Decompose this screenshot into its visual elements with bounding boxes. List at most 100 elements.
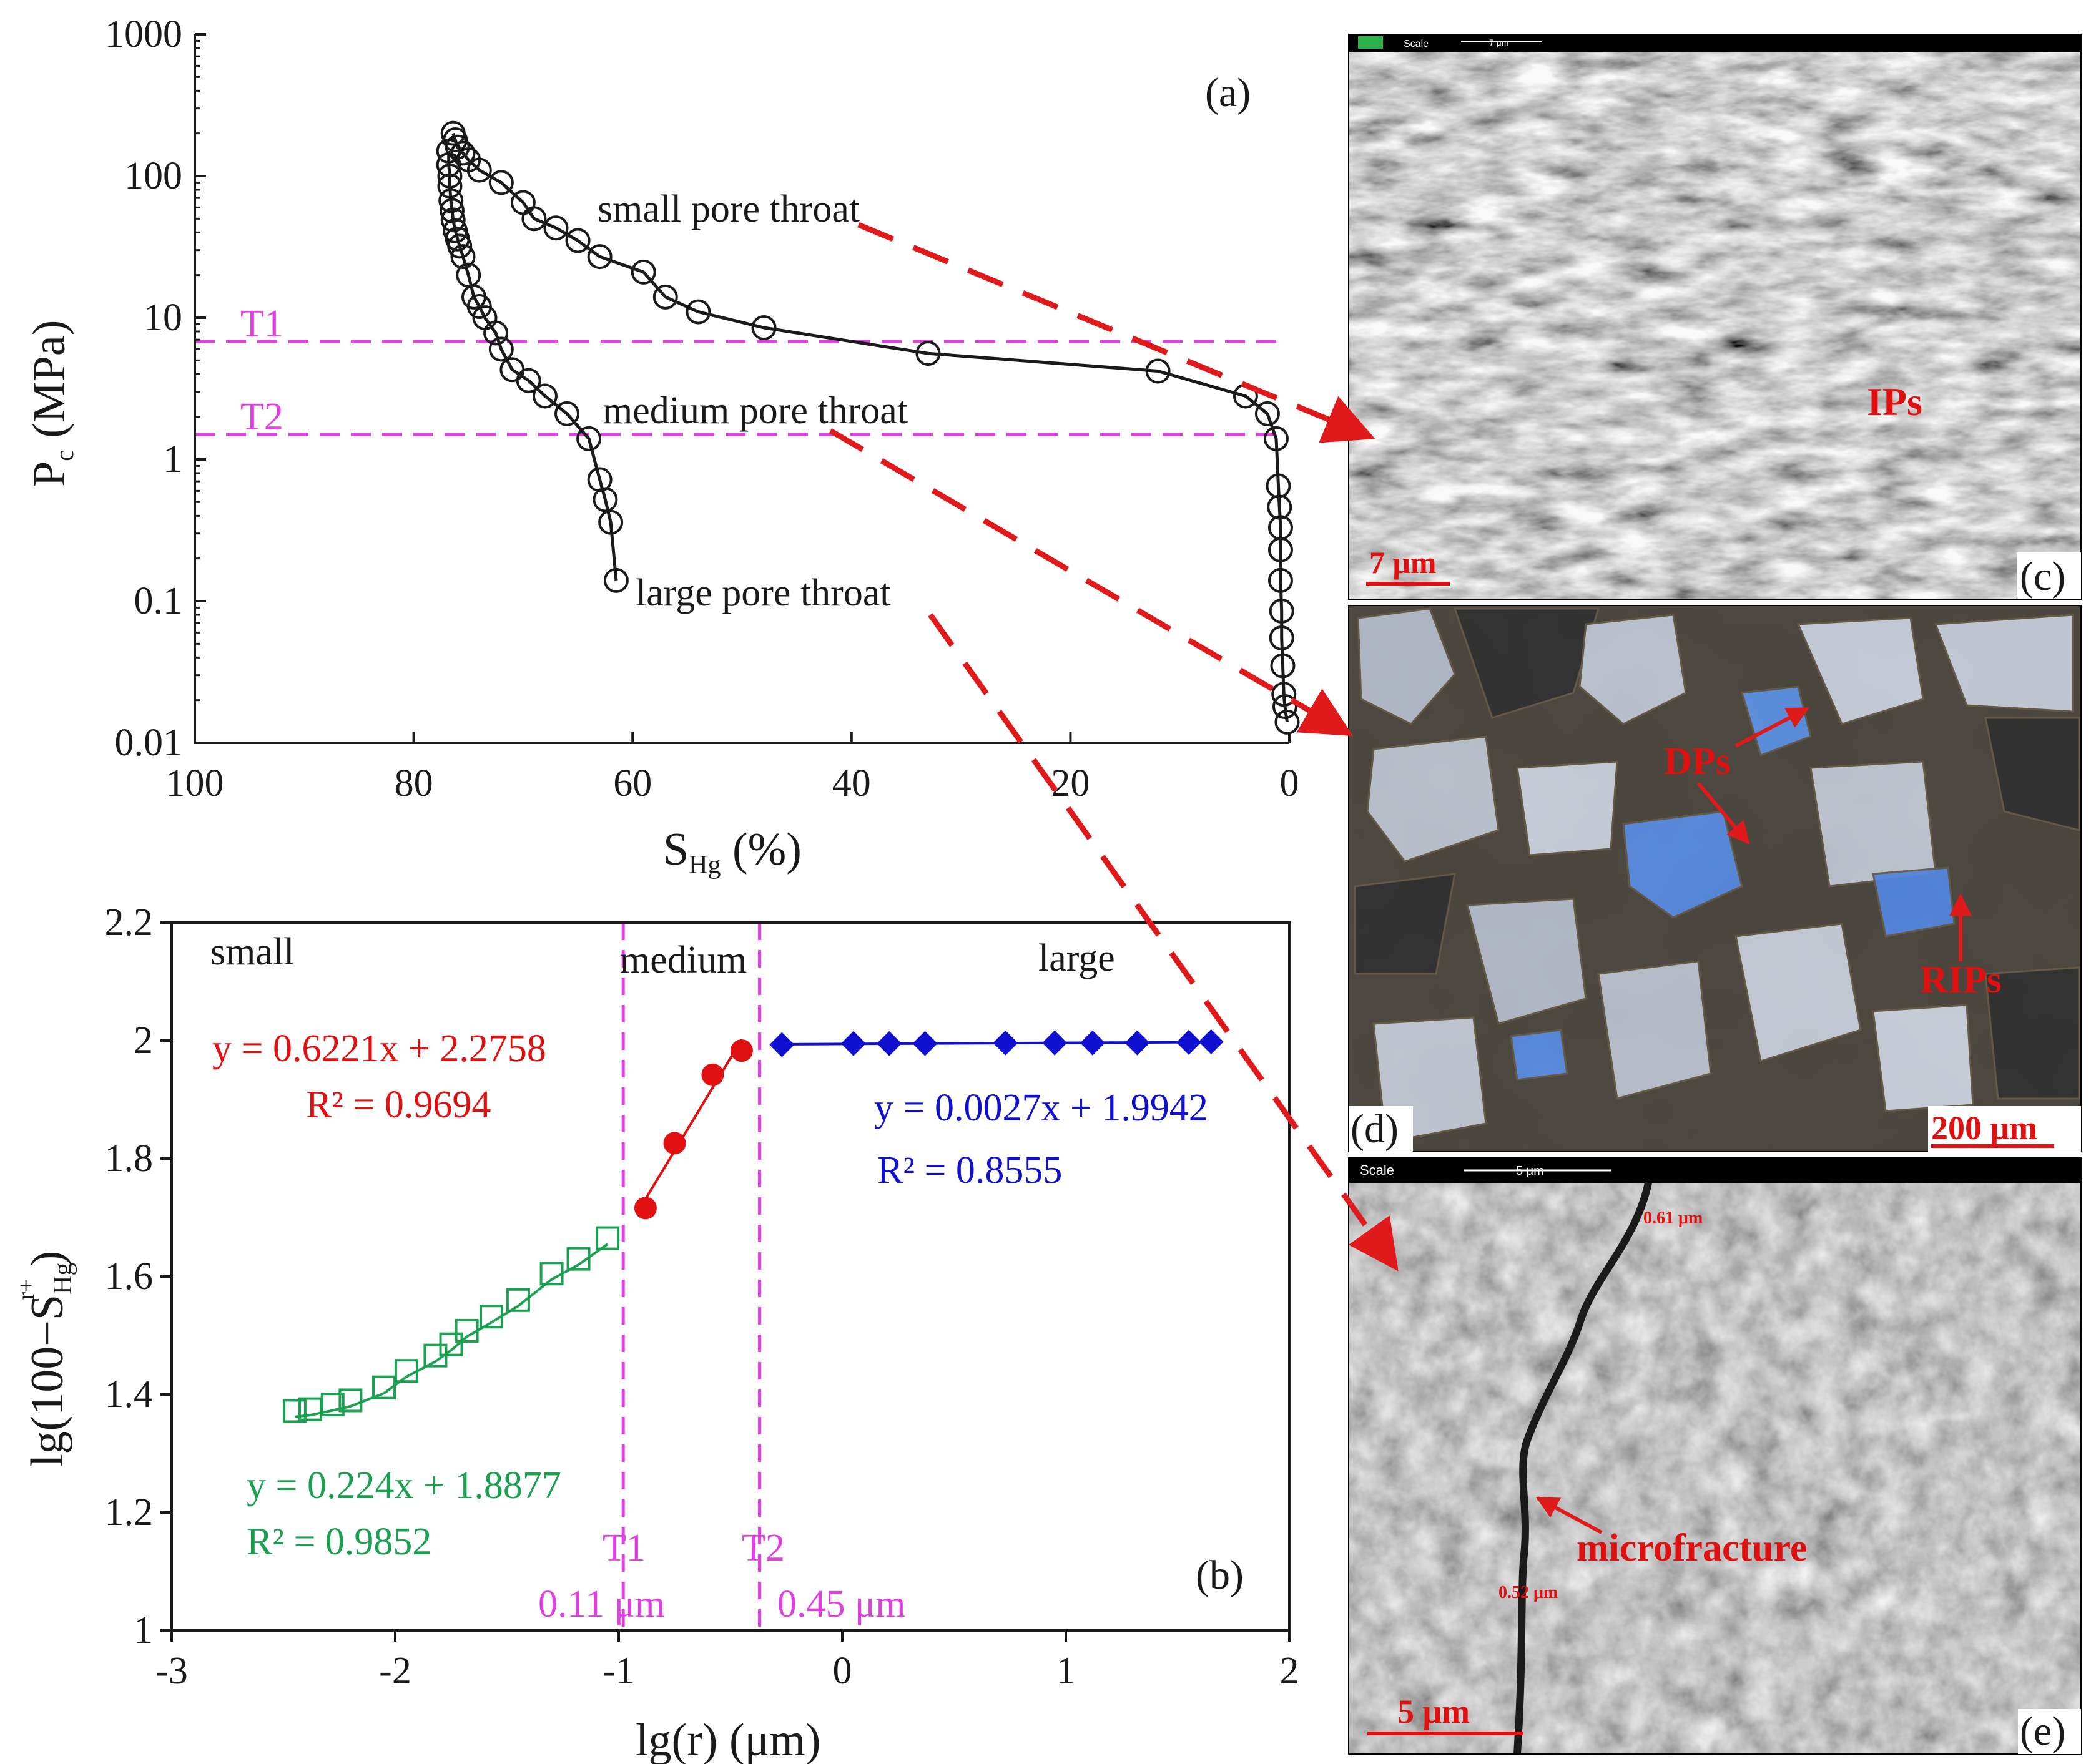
a-data-point: [488, 336, 514, 362]
b-y-tick-label: 1.2: [105, 1491, 154, 1534]
micrograph-d-scale-bar-label: 200 μm: [1931, 1109, 2037, 1147]
a-y-tick-label: 10: [144, 296, 182, 339]
a-data-point: [472, 305, 498, 330]
a-y-tick-label: 0.01: [115, 722, 183, 764]
a-data-point: [532, 383, 558, 409]
a-y-tick-label: 100: [124, 155, 182, 197]
b-data-point: [338, 1388, 363, 1413]
micrograph-c-label-bg: [2017, 552, 2081, 599]
micrograph-d-label: (d): [1351, 1106, 1399, 1152]
b-data-point: [566, 1247, 591, 1271]
a-y-tick-label: 1000: [105, 13, 182, 56]
micrograph-e: Scale 5 μm 0.61 μm 0.52 μm microfracture…: [1348, 1157, 2082, 1755]
b-y-tick-label: 1: [134, 1609, 153, 1652]
b-green-r2: R² = 0.9852: [247, 1521, 431, 1563]
b-threshold-t1-name: T1: [603, 1527, 646, 1569]
micrograph-c-header-scale: Scale: [1404, 39, 1429, 49]
b-x-axis-title: lg(r) (μm): [636, 1715, 821, 1764]
a-data-point: [1271, 682, 1297, 707]
a-data-point: [440, 207, 466, 233]
b-y-tick-label: 2.2: [105, 901, 154, 944]
b-data-point: [769, 1032, 795, 1057]
b-region-large: large: [1038, 937, 1115, 979]
b-y-tick-label: 1.4: [105, 1373, 154, 1416]
a-data-point: [1266, 473, 1291, 499]
a-data-point: [436, 139, 461, 164]
a-data-point: [587, 244, 613, 270]
a-x-tick-label: 20: [1051, 762, 1090, 805]
a-data-point: [1267, 515, 1293, 541]
a-y-tick-label: 0.1: [134, 580, 183, 622]
b-blue-r2: R² = 0.8555: [877, 1149, 1062, 1192]
a-xlabel-sub: Hg: [689, 851, 721, 880]
b-data-point: [701, 1063, 724, 1086]
b-data-point: [840, 1031, 866, 1056]
a-data-point: [652, 284, 678, 310]
b-data-point: [320, 1393, 345, 1417]
a-data-point: [456, 262, 481, 288]
micrograph-c-scale-bar-label: 7 μm: [1369, 545, 1437, 580]
a-data-point: [436, 152, 461, 178]
b-tick-labels: -3 -2 -1 0 1 2 1 1.2 1.4 1.6 1.8 2 2.2: [105, 901, 1299, 1692]
a-data-point: [1272, 694, 1297, 720]
a-panel-label: (a): [1205, 70, 1251, 115]
a-data-point: [915, 341, 941, 366]
a-annotation-large: large pore throat: [636, 572, 891, 614]
a-data-point: [686, 299, 711, 325]
b-data-point: [439, 1332, 463, 1356]
micrograph-e-frame: [1348, 1157, 2082, 1755]
a-curve: [447, 151, 618, 581]
a-annotation-medium: medium pore throat: [603, 390, 908, 432]
micrograph-e-header-bar: [1349, 1158, 2081, 1183]
a-data-point: [565, 228, 591, 253]
micrograph-d-feature-rips: RIPs: [1920, 959, 2002, 1001]
micrograph-d-frame: [1348, 605, 2082, 1152]
a-data-point: [587, 467, 613, 492]
a-data-point: [576, 426, 602, 451]
b-data-point: [1042, 1030, 1068, 1056]
b-threshold-t2-name: T2: [742, 1527, 785, 1569]
connector-arrow-large-to-e: [928, 613, 1399, 1272]
micrograph-c: Scale 7 μm IPs 7 μm (c): [1348, 34, 2082, 600]
a-data-point: [543, 215, 569, 241]
b-blue-equation: y = 0.0027x + 1.9942: [874, 1087, 1208, 1129]
b-data-points: [282, 1029, 1224, 1423]
a-x-tick-label: 100: [166, 762, 224, 805]
b-data-point: [596, 1226, 620, 1250]
b-data-point: [539, 1262, 564, 1286]
a-x-tick-label: 0: [1280, 762, 1299, 805]
b-fit-line: [644, 1039, 743, 1200]
a-data-point: [1270, 653, 1296, 679]
a-y-axis-title: Pc (MPa): [24, 320, 79, 487]
micrograph-c-frame: [1348, 34, 2082, 600]
b-data-point: [634, 1197, 657, 1220]
b-axes: [160, 921, 1291, 1642]
connector-arrows: [829, 222, 1399, 1272]
a-curve: [451, 132, 1289, 723]
b-data-point: [282, 1399, 307, 1423]
a-x-tick-label: 80: [395, 762, 433, 805]
micrograph-d-scale-bg: [1928, 1106, 2081, 1152]
a-axis-lines: [194, 34, 1289, 744]
b-data-point: [1124, 1030, 1150, 1056]
micrograph-c-header-badge: [1358, 36, 1383, 49]
b-x-tick-label: -2: [379, 1650, 411, 1692]
a-data-point: [751, 315, 777, 341]
a-data-point: [510, 190, 536, 215]
a-data-point: [450, 244, 476, 270]
b-y-tick-label: 1.8: [105, 1137, 154, 1180]
b-threshold-t2-value: 0.45 μm: [777, 1583, 905, 1625]
b-x-tick-label: -3: [155, 1650, 188, 1692]
a-threshold-lines: [195, 340, 1277, 436]
a-data-point: [440, 120, 466, 146]
micrograph-d-texture: [1349, 605, 2081, 1152]
a-curves: [447, 132, 1289, 723]
a-x-tick-label: 60: [613, 762, 652, 805]
b-data-point: [877, 1031, 902, 1056]
b-data-point: [394, 1359, 418, 1383]
a-data-point: [499, 357, 525, 383]
a-axes: [194, 33, 1291, 744]
b-x-tick-label: -1: [603, 1650, 635, 1692]
